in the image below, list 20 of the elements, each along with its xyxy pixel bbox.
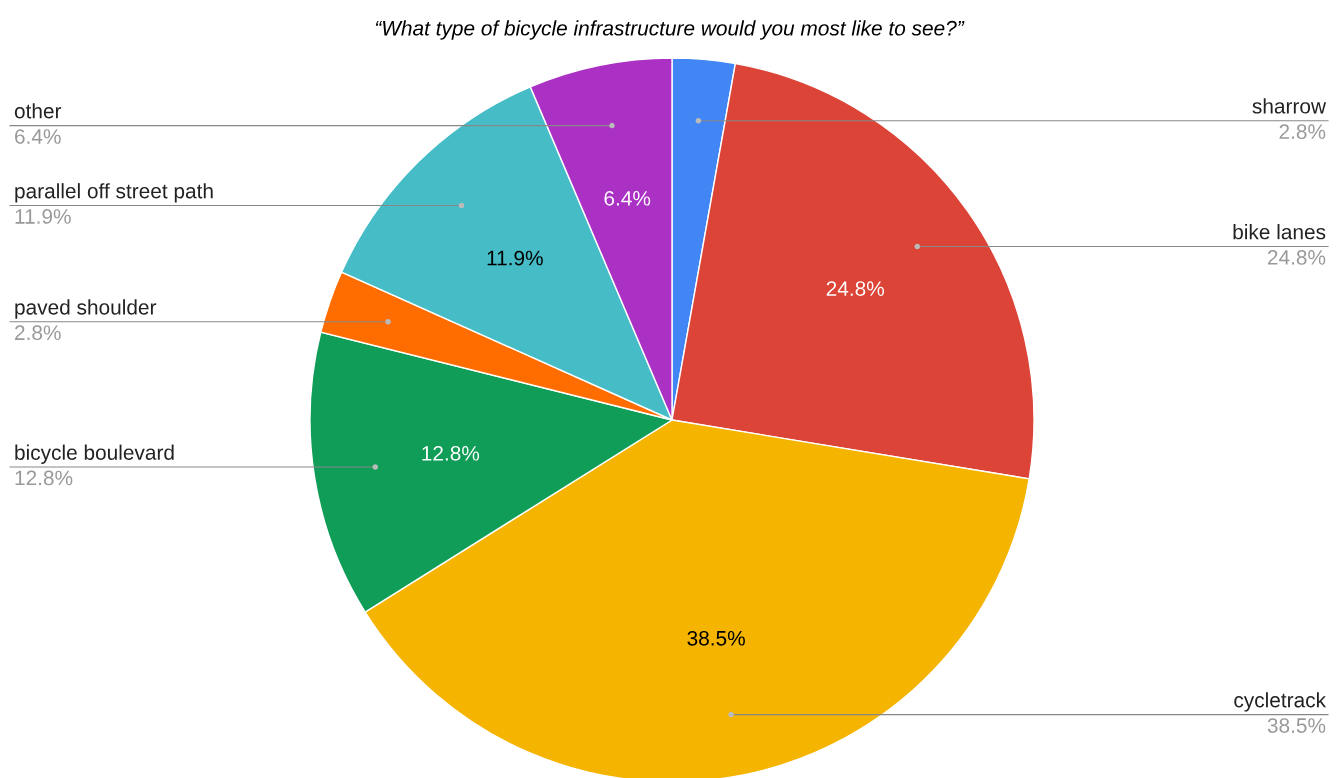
slice-label: bike lanes [1233, 224, 1326, 240]
slice-label: other [14, 103, 62, 119]
chart-title: “What type of bicycle infrastructure would you most like to see?” [375, 20, 965, 40]
data-label: 12.8% [422, 445, 480, 461]
text: 24.8% [1267, 250, 1326, 265]
text: 6.4% [15, 129, 61, 144]
data-label: 2.8% [1279, 124, 1326, 139]
data-label: 24.8% [826, 281, 885, 296]
data-label: 11.9% [487, 250, 543, 266]
slice-label: parallel off street path [15, 183, 213, 203]
data-label: 2.8% [15, 325, 61, 341]
data-label: 6.4% [604, 190, 651, 206]
slice-label: paved shoulder [15, 299, 157, 319]
text: 11.9% [15, 209, 71, 224]
data-label: 38.5% [687, 630, 745, 646]
text: 38.5% [1267, 718, 1326, 733]
slice-label: sharrow [1252, 98, 1327, 114]
slice-label: bicycle boulevard [15, 444, 174, 464]
slice-label: cycletrack [1234, 692, 1327, 712]
text: 12.8% [15, 470, 73, 486]
